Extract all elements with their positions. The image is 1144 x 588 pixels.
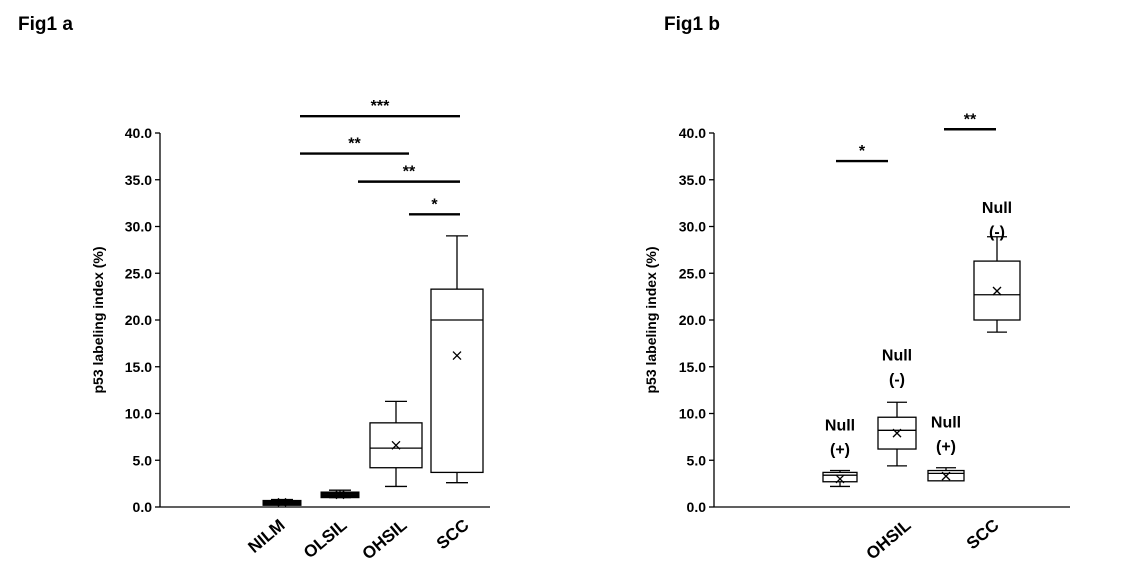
box-group-label: Null: [931, 415, 961, 432]
y-axis-label: p53 labeling index (%): [90, 246, 106, 393]
box-group-label: Null: [982, 200, 1012, 217]
y-tick-label: 35.0: [125, 172, 152, 188]
x-tick-label: SCC: [433, 516, 473, 554]
box-iqr: [822, 471, 858, 483]
x-tick-label: OLSIL: [300, 516, 351, 563]
y-tick-label: 0.0: [133, 499, 153, 515]
significance-label: **: [964, 111, 977, 128]
box-group-label: (-): [889, 371, 905, 388]
panel-title-b: Fig1 b: [664, 14, 720, 35]
y-tick-label: 5.0: [687, 452, 707, 468]
y-tick-label: 25.0: [125, 265, 152, 281]
box-mean-marker: [277, 497, 287, 507]
box-iqr: [430, 288, 484, 474]
panel-title-a: Fig1 a: [18, 14, 73, 35]
y-tick-label: 15.0: [679, 359, 706, 375]
significance-label: **: [348, 136, 361, 153]
y-tick-label: 30.0: [679, 219, 706, 235]
significance-label: *: [859, 143, 866, 160]
box-mean-marker: [992, 286, 1002, 296]
box-mean-marker: [941, 471, 951, 481]
box-group-label: (+): [830, 442, 850, 459]
x-tick-label: NILM: [245, 516, 289, 557]
significance-label: **: [403, 164, 416, 181]
y-tick-label: 40.0: [679, 125, 706, 141]
significance-label: *: [431, 196, 438, 213]
y-tick-label: 25.0: [679, 265, 706, 281]
y-tick-label: 20.0: [125, 312, 152, 328]
x-tick-label: OHSIL: [863, 516, 915, 564]
y-tick-label: 10.0: [125, 406, 152, 422]
y-tick-label: 20.0: [679, 312, 706, 328]
y-tick-label: 10.0: [679, 406, 706, 422]
box-group-label: Null: [825, 418, 855, 435]
x-tick-label: OHSIL: [359, 516, 411, 564]
y-tick-label: 30.0: [125, 219, 152, 235]
box-group-label: (-): [989, 224, 1005, 241]
box-mean-marker: [335, 490, 345, 500]
box-iqr: [877, 416, 917, 450]
x-tick-label: SCC: [963, 516, 1003, 554]
y-tick-label: 35.0: [679, 172, 706, 188]
y-axis-label: p53 labeling index (%): [643, 246, 659, 393]
y-tick-label: 0.0: [687, 499, 707, 515]
y-tick-label: 40.0: [125, 125, 152, 141]
box-mean-marker: [452, 351, 462, 360]
box-mean-marker: [835, 474, 845, 484]
box-mean-marker: [391, 440, 401, 450]
box-group-label: Null: [882, 347, 912, 364]
y-tick-label: 5.0: [133, 452, 153, 468]
y-tick-label: 15.0: [125, 359, 152, 375]
box-group-label: (+): [936, 439, 956, 456]
box-mean-marker: [892, 428, 902, 438]
significance-label: ***: [371, 98, 390, 115]
